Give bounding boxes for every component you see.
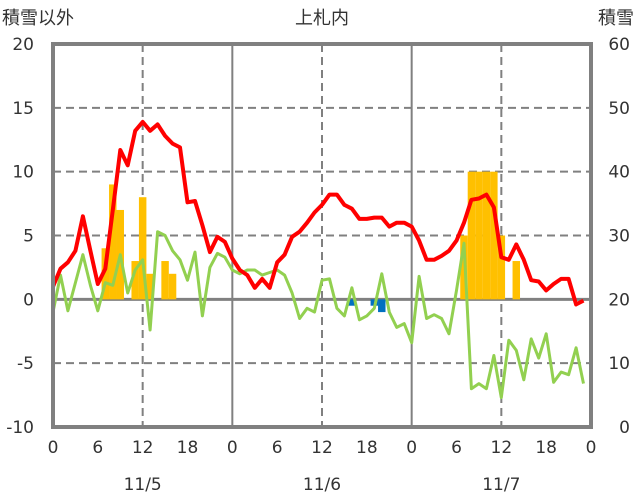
x-tick-label: 6 <box>272 438 283 458</box>
x-tick-label: 0 <box>48 438 59 458</box>
right-axis-title: 積雪 <box>598 8 634 29</box>
x-tick-label: 18 <box>356 438 378 458</box>
x-tick-label: 0 <box>406 438 417 458</box>
bar-positive <box>467 171 476 300</box>
x-tick-label: 6 <box>451 438 462 458</box>
y-tick-left: 10 <box>12 163 34 183</box>
bar-positive <box>138 197 147 300</box>
y-tick-left: 20 <box>12 35 34 55</box>
bar-negative <box>378 299 386 313</box>
y-tick-right: 30 <box>608 227 630 247</box>
date-label: 11/6 <box>303 475 341 495</box>
bar-positive <box>168 273 177 300</box>
y-tick-right: 0 <box>619 418 630 438</box>
x-tick-label: 18 <box>535 438 557 458</box>
y-tick-left: 5 <box>23 227 34 247</box>
chart-title: 上札内 <box>295 8 349 29</box>
bar-negative <box>348 299 356 306</box>
bar-positive <box>475 171 483 300</box>
y-tick-right: 40 <box>608 163 630 183</box>
x-tick-label: 6 <box>92 438 103 458</box>
x-tick-label: 0 <box>586 438 597 458</box>
bar-positive <box>101 248 110 300</box>
x-tick-label: 12 <box>491 438 513 458</box>
y-tick-right: 60 <box>608 35 630 55</box>
bar-positive <box>131 261 139 300</box>
date-label: 11/7 <box>482 475 520 495</box>
left-axis-title: 積雪以外 <box>2 8 74 29</box>
bar-positive <box>146 273 154 300</box>
y-tick-left: 0 <box>23 290 34 310</box>
bar-positive <box>161 261 169 300</box>
bar-positive <box>109 184 117 300</box>
x-tick-label: 12 <box>132 438 154 458</box>
x-tick-label: 12 <box>311 438 333 458</box>
date-label: 11/5 <box>124 475 162 495</box>
y-tick-left: 15 <box>12 99 34 119</box>
series-temperature <box>51 119 585 307</box>
x-tick-label: 0 <box>227 438 238 458</box>
bar-positive <box>497 235 506 300</box>
bar-positive <box>512 261 521 300</box>
plot-border <box>51 42 593 429</box>
y-tick-left: -5 <box>17 354 34 374</box>
plot-frame <box>51 42 593 429</box>
y-tick-right: 10 <box>608 354 630 374</box>
y-tick-right: 20 <box>608 290 630 310</box>
grid <box>53 44 591 427</box>
bar-positive <box>482 171 491 300</box>
x-tick-label: 18 <box>177 438 199 458</box>
y-tick-right: 50 <box>608 99 630 119</box>
y-tick-left: -10 <box>6 418 34 438</box>
bar-positive <box>490 171 498 300</box>
series-other <box>51 230 585 400</box>
